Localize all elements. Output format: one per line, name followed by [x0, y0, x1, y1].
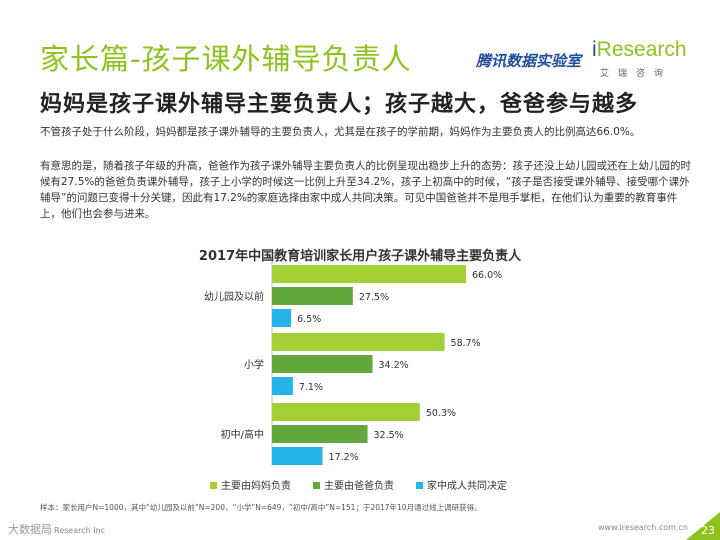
data-label: 32.5% [374, 430, 404, 441]
iresearch-logo-subtitle: 艾瑞咨询 [600, 69, 673, 79]
iresearch-logo-wordmark: iResearch [592, 38, 687, 62]
tencent-data-lab-logo: 腾讯数据实验室 [476, 52, 582, 70]
bar [272, 287, 353, 305]
legend-item: 主要由妈妈负责 [210, 477, 291, 492]
bar [272, 425, 368, 443]
data-label: 17.2% [329, 452, 359, 463]
legend-label: 主要由爸爸负责 [324, 481, 394, 492]
bar [272, 403, 420, 421]
bar [272, 333, 445, 351]
data-label: 58.7% [451, 338, 481, 349]
data-label: 34.2% [379, 360, 409, 371]
legend-item: 家中成人共同决定 [416, 477, 507, 492]
page-corner-tab [686, 512, 720, 540]
legend-label: 主要由妈妈负责 [221, 481, 291, 492]
category-label: 小学 [244, 358, 264, 371]
iresearch-logo-i: i [592, 38, 597, 61]
data-label: 6.5% [297, 314, 321, 325]
iresearch-logo-rest: Research [596, 38, 687, 61]
bar [272, 355, 373, 373]
bar [272, 265, 466, 283]
footer-left: 大数据局 Research Inc [8, 521, 105, 537]
data-label: 66.0% [472, 270, 502, 281]
footer-watermark: 大数据局 [8, 523, 52, 536]
legend-swatch [416, 482, 423, 489]
category-label: 幼儿园及以前 [204, 290, 264, 303]
page-subtitle: 妈妈是孩子课外辅导主要负责人；孩子越大，爸爸参与越多 [40, 92, 639, 117]
legend-swatch [210, 482, 217, 489]
iresearch-logo: iResearch 艾瑞咨询 [592, 38, 688, 82]
sample-note: 样本：家长用户N=1000，其中“幼儿园及以前”N=200，“小学”N=649，… [40, 503, 482, 512]
bar [272, 377, 293, 395]
legend-label: 家中成人共同决定 [427, 481, 507, 492]
footer-company: Research Inc [54, 526, 106, 535]
data-label: 27.5% [359, 292, 389, 303]
legend-item: 主要由爸爸负责 [313, 477, 394, 492]
footer-website: www.iresearch.com.cn [598, 523, 688, 532]
bar [272, 309, 292, 327]
legend-swatch [313, 482, 320, 489]
data-label: 7.1% [299, 382, 323, 393]
category-label: 初中/高中 [221, 428, 264, 441]
data-label: 50.3% [426, 408, 456, 419]
chart-title: 2017年中国教育培训家长用户孩子课外辅导主要负责人 [198, 249, 522, 264]
paragraph-1: 不管孩子处于什么阶段，妈妈都是孩子课外辅导的主要负责人，尤其是在孩子的学前期，妈… [40, 126, 641, 138]
page-number: 23 [701, 524, 715, 537]
paragraph-2: 有意思的是，随着孩子年级的升高，爸爸作为孩子课外辅导主要负责人的比例呈现出稳步上… [40, 160, 691, 220]
page-title: 家长篇-孩子课外辅导负责人 [40, 42, 412, 76]
bar [272, 447, 323, 465]
